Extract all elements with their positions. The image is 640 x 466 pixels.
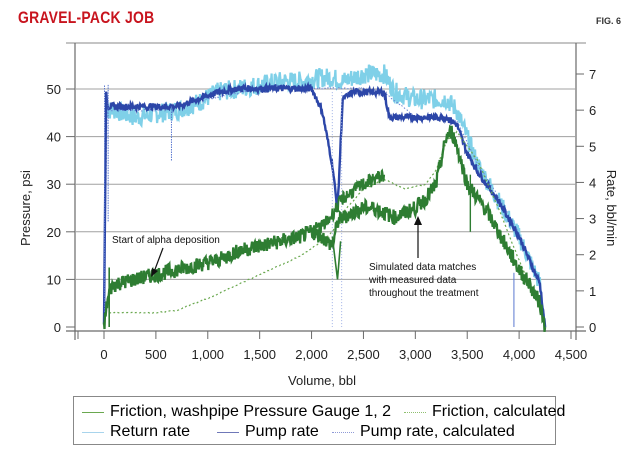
- annotation-alpha-deposition: Start of alpha deposition: [112, 235, 220, 246]
- legend-label: Pump rate, calculated: [360, 423, 515, 440]
- y-left-tick-label: 20: [47, 225, 61, 240]
- y-right-tick-label: 1: [589, 284, 596, 299]
- series-friction-gauge2: [310, 168, 386, 238]
- legend-label: Return rate: [110, 423, 191, 440]
- x-tick-label: 4,500: [555, 347, 588, 362]
- y-axis-left-label: Pressure, psi: [18, 170, 33, 246]
- x-tick-label: 3,500: [451, 347, 484, 362]
- arrow-head-icon: [414, 216, 422, 225]
- chart-title: GRAVEL-PACK JOB: [18, 8, 155, 27]
- x-tick-label: 2,500: [347, 347, 380, 362]
- y-left-tick-label: 0: [54, 320, 61, 335]
- dotted-line-swatch-icon: [404, 411, 426, 413]
- x-tick-label: 500: [145, 347, 167, 362]
- legend-item-pump-rate-calculated: Pump rate, calculated: [332, 423, 515, 441]
- legend-item-friction-washpipe: Friction, washpipe Pressure Gauge 1, 2: [82, 403, 391, 421]
- legend-label: Friction, calculated: [432, 403, 566, 420]
- line-swatch-icon: [217, 431, 239, 433]
- y-left-tick-label: 10: [47, 272, 61, 287]
- x-tick-label: 3,000: [399, 347, 432, 362]
- annotation-arrow-alpha: [153, 247, 164, 273]
- line-swatch-icon: [82, 411, 104, 413]
- series-friction-washpipe: [102, 124, 547, 332]
- x-tick-label: 2,000: [295, 347, 328, 362]
- y-left-tick-label: 50: [47, 82, 61, 97]
- y-right-tick-label: 5: [589, 139, 596, 154]
- y-right-tick-label: 4: [589, 175, 596, 190]
- legend-label: Friction, washpipe Pressure Gauge 1, 2: [110, 403, 392, 420]
- series-pump-rate: [102, 81, 547, 328]
- x-tick-label: 1,000: [192, 347, 225, 362]
- y-right-tick-label: 3: [589, 212, 596, 227]
- x-tick-label: 1,500: [243, 347, 276, 362]
- legend-item-friction-calculated: Friction, calculated: [404, 403, 565, 421]
- annotation-sim-line3: throughout the treatment: [369, 288, 479, 299]
- y-left-tick-label: 40: [47, 130, 61, 145]
- y-right-tick-label: 6: [589, 103, 596, 118]
- arrow-head-icon: [151, 268, 158, 277]
- y-axis-right-label: Rate, bbl/min: [604, 170, 619, 247]
- dotted-line-swatch-icon: [332, 431, 354, 433]
- annotation-sim-line2: with measured data: [368, 275, 457, 286]
- data-series: [102, 64, 547, 332]
- x-tick-label: 0: [100, 347, 107, 362]
- x-axis-label: Volume, bbl: [288, 373, 356, 388]
- legend-label: Pump rate: [245, 423, 319, 440]
- annotation-sim-line1: Simulated data matches: [369, 262, 476, 273]
- chart-legend: Friction, washpipe Pressure Gauge 1, 2 F…: [73, 396, 565, 445]
- y-left-tick-label: 30: [47, 177, 61, 192]
- legend-item-pump-rate: Pump rate: [217, 423, 319, 441]
- legend-item-return-rate: Return rate: [82, 423, 190, 441]
- y-right-tick-label: 0: [589, 320, 596, 335]
- series-pump-rate-spikes: [104, 84, 172, 327]
- figure-label: FIG. 6: [596, 16, 622, 26]
- x-tick-label: 4,000: [503, 347, 536, 362]
- line-swatch-icon: [82, 431, 104, 433]
- y-right-tick-label: 2: [589, 248, 596, 263]
- y-right-tick-label: 7: [589, 67, 596, 82]
